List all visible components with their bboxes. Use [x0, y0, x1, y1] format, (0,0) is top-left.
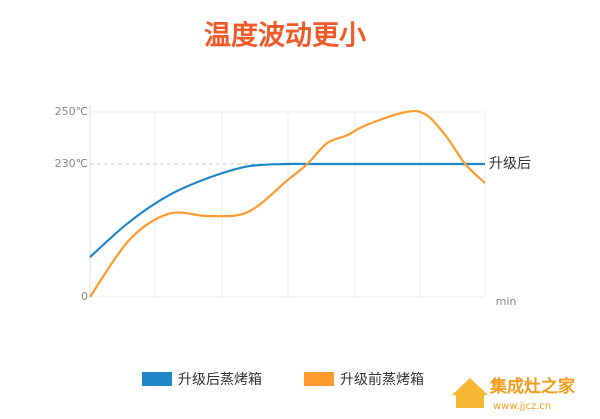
y-tick-label: 0	[81, 290, 88, 303]
vertical-grid	[154, 112, 486, 297]
y-tick-label: 230℃	[55, 157, 88, 170]
legend-label: 升级后蒸烤箱	[178, 372, 262, 388]
legend-swatch	[304, 372, 334, 386]
watermark-url: www.jjcz.cn	[493, 401, 551, 412]
legend-swatch	[142, 372, 172, 386]
series-line	[89, 109, 486, 298]
y-tick-label: 250℃	[55, 105, 88, 118]
watermark: 集成灶之家 www.jjcz.cn	[452, 376, 575, 412]
annotation: 升级后	[489, 156, 531, 172]
chart-title: 温度波动更小	[204, 20, 366, 52]
legend-label: 升级前蒸烤箱	[340, 371, 424, 388]
watermark-text: 集成灶之家	[489, 376, 575, 397]
x-axis-label: min	[496, 295, 517, 308]
watermark-icon	[452, 378, 488, 408]
series-line	[89, 162, 485, 258]
